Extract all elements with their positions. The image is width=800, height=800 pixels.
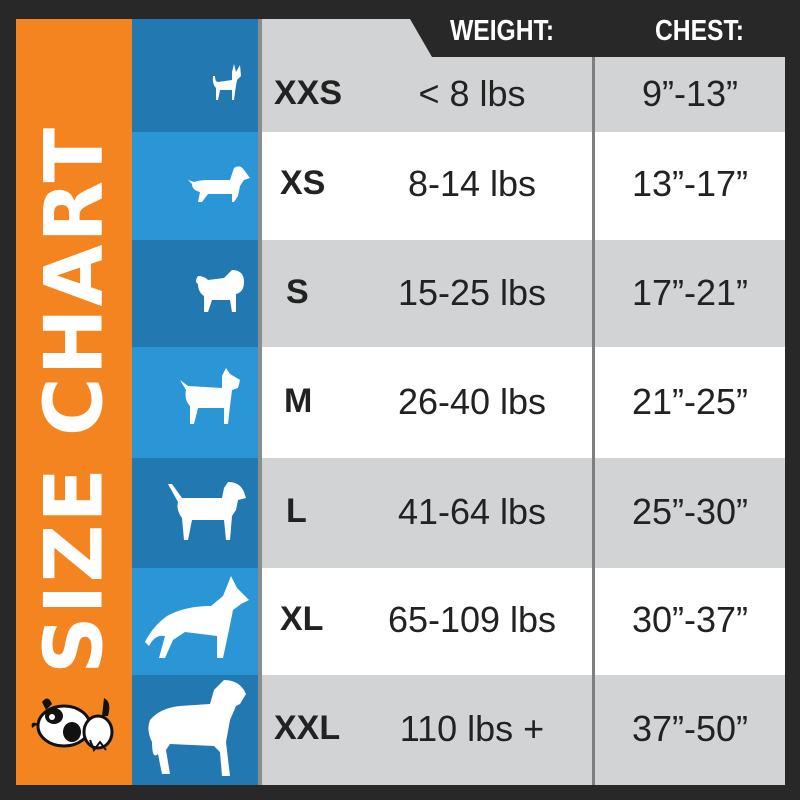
size-label: M	[284, 382, 313, 420]
chest-value: 17”-21”	[631, 272, 749, 313]
chest-value: 25”-30”	[631, 491, 749, 532]
pug-icon	[196, 270, 244, 312]
table-row: M 26-40 lbs 21”-25”	[262, 347, 785, 458]
weight-value: 65-109 lbs	[387, 599, 557, 640]
weight-value: 110 lbs +	[399, 708, 545, 749]
table-header	[410, 19, 785, 57]
chest-value: 30”-37”	[631, 599, 749, 640]
size-label: XXL	[274, 709, 341, 747]
column-separator	[258, 19, 262, 785]
table-row: S 15-25 lbs 17”-21”	[262, 240, 785, 347]
mastiff-icon	[148, 680, 246, 776]
table-row: L 41-64 lbs 25”-30”	[262, 458, 785, 568]
weight-value: 8-14 lbs	[407, 163, 537, 204]
table-row: XXS < 8 lbs 9”-13”	[262, 57, 785, 132]
chest-value: 21”-25”	[631, 381, 749, 422]
chihuahua-icon	[212, 64, 241, 100]
chest-value: 9”-13”	[641, 73, 739, 114]
title-band	[16, 19, 132, 785]
size-label: S	[286, 273, 309, 311]
cartoon-dog-logo-icon	[31, 698, 114, 753]
column-divider	[592, 57, 595, 785]
weight-value: < 8 lbs	[418, 73, 526, 114]
schnauzer-icon	[180, 368, 240, 424]
table-row: XL 65-109 lbs 30”-37”	[262, 568, 785, 675]
chart-title: SIZE CHART	[27, 125, 121, 675]
header-chest: CHEST:	[655, 15, 745, 47]
beagle-icon	[168, 482, 246, 540]
shepherd-icon	[145, 576, 249, 658]
weight-value: 41-64 lbs	[397, 491, 547, 532]
weight-value: 15-25 lbs	[397, 272, 547, 313]
table-row: XS 8-14 lbs 13”-17”	[262, 132, 785, 240]
chest-value: 37”-50”	[631, 708, 749, 749]
header-weight: WEIGHT:	[450, 15, 555, 47]
size-label: L	[286, 492, 307, 530]
table-row: XXL 110 lbs + 37”-50”	[262, 675, 785, 785]
size-label: XS	[280, 164, 326, 202]
weight-value: 26-40 lbs	[397, 381, 547, 422]
dachshund-icon	[188, 166, 250, 202]
size-label: XL	[280, 600, 324, 638]
size-label: XXS	[274, 74, 343, 112]
chest-value: 13”-17”	[631, 163, 749, 204]
